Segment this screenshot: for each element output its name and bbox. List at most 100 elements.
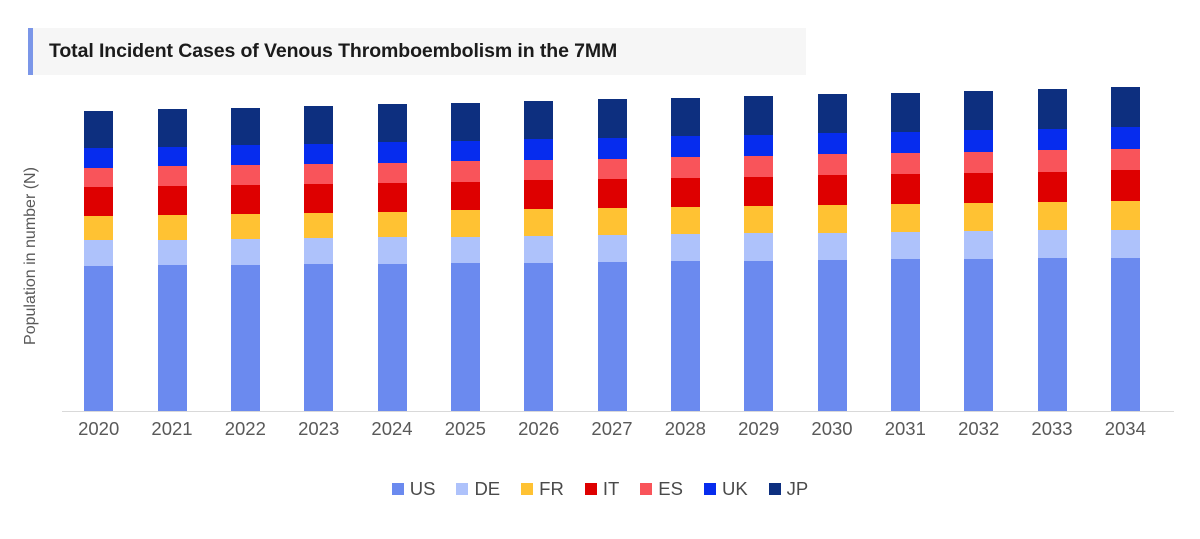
bar-segment-de[interactable] [890,231,920,260]
bar-segment-us[interactable] [304,264,334,411]
bar-segment-jp[interactable] [597,99,627,138]
bar-segment-it[interactable] [377,182,407,212]
bar-segment-de[interactable] [817,232,847,260]
bar-segment-us[interactable] [890,259,920,411]
bar-segment-de[interactable] [744,233,774,261]
bar-segment-es[interactable] [890,153,920,175]
bar-segment-es[interactable] [964,151,994,174]
bar-segment-fr[interactable] [304,212,334,239]
bar-segment-es[interactable] [1037,150,1067,172]
bar-segment-us[interactable] [597,261,627,411]
bar-stack[interactable] [670,97,700,411]
bar-segment-fr[interactable] [890,204,920,232]
bar-segment-it[interactable] [84,187,114,216]
bar-segment-jp[interactable] [524,100,554,140]
bar-segment-de[interactable] [1110,229,1140,258]
bar-segment-jp[interactable] [670,97,700,137]
bar-stack[interactable] [524,100,554,411]
legend-item-de[interactable]: DE [456,478,500,500]
bar-segment-us[interactable] [744,260,774,411]
bar-segment-us[interactable] [84,266,114,411]
bar-segment-it[interactable] [1037,171,1067,202]
bar-segment-fr[interactable] [450,210,480,237]
bar-segment-it[interactable] [744,176,774,207]
bar-stack[interactable] [84,111,114,411]
bar-segment-uk[interactable] [84,148,114,168]
legend-item-es[interactable]: ES [640,478,683,500]
bar-segment-es[interactable] [377,162,407,183]
bar-segment-fr[interactable] [964,203,994,232]
bar-segment-de[interactable] [524,235,554,263]
legend-item-it[interactable]: IT [584,478,619,500]
bar-segment-us[interactable] [1037,258,1067,411]
bar-segment-es[interactable] [597,158,627,180]
bar-segment-fr[interactable] [817,205,847,233]
bar-segment-de[interactable] [670,234,700,262]
bar-stack[interactable] [450,102,480,411]
bar-segment-fr[interactable] [377,211,407,238]
bar-segment-us[interactable] [230,264,260,411]
bar-segment-uk[interactable] [817,133,847,155]
legend-item-fr[interactable]: FR [521,478,564,500]
bar-segment-uk[interactable] [1037,128,1067,151]
bar-segment-uk[interactable] [524,139,554,160]
bar-stack[interactable] [964,90,994,411]
bar-segment-jp[interactable] [304,105,334,144]
bar-segment-it[interactable] [304,183,334,213]
bar-segment-de[interactable] [304,238,334,265]
bar-segment-us[interactable] [817,259,847,411]
bar-segment-fr[interactable] [84,215,114,241]
bar-segment-it[interactable] [524,180,554,210]
bar-stack[interactable] [157,109,187,411]
bar-segment-us[interactable] [1110,257,1140,411]
bar-segment-uk[interactable] [964,130,994,152]
bar-segment-it[interactable] [964,173,994,203]
bar-segment-fr[interactable] [1110,200,1140,230]
bar-segment-uk[interactable] [1110,127,1140,149]
legend-item-jp[interactable]: JP [768,478,808,500]
bar-segment-de[interactable] [84,240,114,267]
bar-segment-us[interactable] [964,258,994,411]
bar-segment-jp[interactable] [84,111,114,149]
bar-segment-de[interactable] [964,231,994,259]
bar-segment-es[interactable] [670,157,700,179]
bar-segment-it[interactable] [597,179,627,209]
bar-segment-fr[interactable] [230,213,260,239]
bar-segment-fr[interactable] [744,206,774,234]
bar-segment-us[interactable] [450,263,480,411]
bar-segment-es[interactable] [817,154,847,176]
bar-segment-it[interactable] [157,186,187,215]
bar-segment-jp[interactable] [157,109,187,147]
bar-stack[interactable] [817,94,847,411]
bar-segment-jp[interactable] [450,102,480,141]
bar-segment-us[interactable] [157,265,187,411]
bar-stack[interactable] [230,107,260,411]
bar-segment-fr[interactable] [670,207,700,235]
bar-segment-es[interactable] [1110,148,1140,171]
bar-segment-it[interactable] [817,175,847,206]
bar-segment-jp[interactable] [964,90,994,131]
bar-segment-uk[interactable] [744,134,774,156]
bar-segment-de[interactable] [377,237,407,264]
bar-stack[interactable] [304,105,334,411]
bar-segment-fr[interactable] [157,214,187,240]
bar-segment-jp[interactable] [230,107,260,146]
bar-segment-de[interactable] [230,238,260,265]
bar-segment-es[interactable] [304,163,334,184]
bar-segment-us[interactable] [670,261,700,411]
bar-stack[interactable] [890,92,920,411]
bar-segment-es[interactable] [744,155,774,177]
bar-segment-de[interactable] [157,239,187,266]
bar-segment-it[interactable] [890,174,920,205]
bar-segment-fr[interactable] [524,209,554,236]
bar-stack[interactable] [744,95,774,411]
bar-segment-fr[interactable] [1037,201,1067,231]
bar-segment-jp[interactable] [1110,87,1140,128]
bar-segment-uk[interactable] [890,131,920,154]
bar-segment-jp[interactable] [890,92,920,132]
bar-segment-jp[interactable] [377,104,407,143]
bar-stack[interactable] [1110,87,1140,411]
bar-stack[interactable] [377,104,407,411]
bar-segment-jp[interactable] [1037,89,1067,129]
bar-segment-it[interactable] [230,185,260,214]
